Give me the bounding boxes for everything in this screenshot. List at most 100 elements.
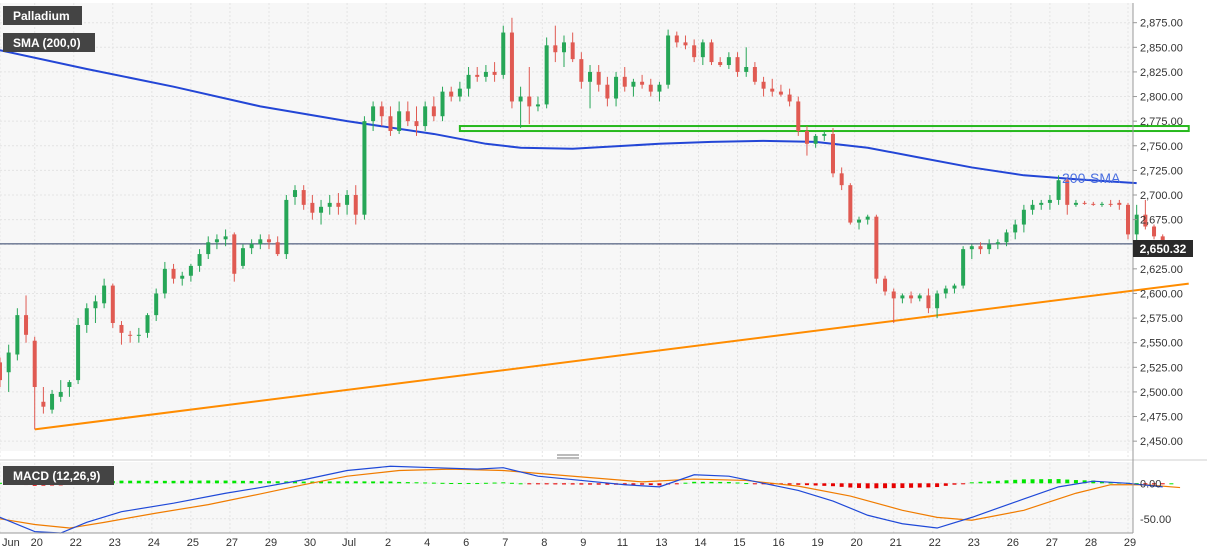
macd-histogram-bar bbox=[1169, 483, 1174, 485]
macd-histogram-bar bbox=[588, 483, 593, 485]
candle-body bbox=[718, 62, 723, 66]
macd-histogram-bar bbox=[692, 481, 697, 484]
candle-body bbox=[822, 133, 827, 136]
y-tick-label: 2,475.00 bbox=[1140, 412, 1183, 424]
macd-histogram-bar bbox=[909, 483, 914, 488]
candle-body bbox=[562, 42, 566, 53]
candle-body bbox=[501, 32, 506, 75]
bearish-candle bbox=[648, 78, 653, 97]
pane-resize-handle-icon[interactable] bbox=[557, 454, 579, 459]
main-plot-area bbox=[0, 3, 1133, 451]
macd-histogram-bar bbox=[544, 483, 549, 485]
bullish-candle bbox=[631, 78, 636, 97]
candle-body bbox=[900, 295, 905, 299]
bearish-candle bbox=[1065, 177, 1070, 215]
current-price-label: 2,650.32 bbox=[1140, 242, 1187, 256]
bullish-candle bbox=[657, 81, 662, 102]
y-tick-label: 2,725.00 bbox=[1140, 165, 1183, 177]
candle-body bbox=[1099, 203, 1104, 205]
bearish-candle bbox=[449, 86, 454, 102]
macd-histogram-bar bbox=[926, 483, 931, 488]
candle-body bbox=[640, 81, 645, 85]
bullish-candle bbox=[544, 37, 549, 109]
candle-body bbox=[726, 57, 731, 66]
macd-histogram-bar bbox=[683, 482, 688, 484]
candle-body bbox=[50, 393, 55, 410]
bullish-candle bbox=[952, 283, 957, 294]
x-tick-label: 20 bbox=[851, 537, 863, 549]
x-tick-label: 25 bbox=[187, 537, 199, 549]
macd-histogram-bar bbox=[136, 480, 141, 484]
candle-body bbox=[544, 45, 549, 105]
bullish-candle bbox=[700, 39, 705, 66]
bullish-candle bbox=[284, 195, 289, 259]
candle-body bbox=[674, 35, 679, 43]
candle-body bbox=[579, 59, 584, 82]
candle-body bbox=[293, 190, 298, 197]
support-trendline bbox=[34, 282, 1189, 431]
y-tick-label: 2,550.00 bbox=[1140, 338, 1183, 350]
macd-histogram-bar bbox=[943, 483, 948, 486]
candle-body bbox=[796, 101, 801, 131]
macd-y-tick-label: 0.00 bbox=[1140, 478, 1161, 490]
bearish-candle bbox=[1152, 224, 1157, 240]
x-tick-label: 23 bbox=[109, 537, 121, 549]
candle-body bbox=[1021, 209, 1026, 225]
bearish-candle bbox=[119, 321, 124, 345]
x-tick-label: 26 bbox=[1007, 537, 1019, 549]
candle-body bbox=[188, 265, 193, 276]
x-tick-label: 19 bbox=[812, 537, 824, 549]
bullish-candle bbox=[1004, 229, 1009, 247]
candle-body bbox=[319, 206, 324, 213]
x-tick-label: 29 bbox=[265, 537, 277, 549]
bullish-candle bbox=[93, 295, 98, 323]
candle-body bbox=[830, 133, 835, 174]
candle-body bbox=[379, 106, 384, 117]
candle-body bbox=[787, 94, 792, 102]
macd-histogram-bar bbox=[674, 483, 679, 485]
macd-histogram-bar bbox=[0, 482, 2, 484]
candle-body bbox=[128, 334, 133, 336]
bearish-candle bbox=[839, 167, 844, 191]
bearish-candle bbox=[24, 295, 29, 343]
x-tick-label: 23 bbox=[968, 537, 980, 549]
candle-body bbox=[457, 88, 462, 97]
macd-histogram-bar bbox=[371, 481, 376, 484]
candle-body bbox=[614, 76, 619, 99]
macd-histogram-bar bbox=[830, 483, 835, 487]
bearish-candle bbox=[32, 336, 37, 430]
bearish-candle bbox=[1091, 201, 1096, 206]
candle-body bbox=[206, 242, 211, 255]
candle-body bbox=[666, 35, 671, 85]
bearish-candle bbox=[848, 183, 853, 225]
x-tick-label: 16 bbox=[772, 537, 784, 549]
candle-body bbox=[527, 96, 532, 107]
bullish-candle bbox=[188, 263, 193, 282]
macd-histogram-bar bbox=[327, 481, 332, 484]
bullish-candle bbox=[258, 234, 263, 250]
macd-histogram-bar bbox=[293, 481, 298, 484]
candle-body bbox=[848, 185, 853, 223]
bullish-candle bbox=[535, 96, 540, 112]
macd-histogram-bar bbox=[1021, 479, 1026, 484]
x-tick-label: 14 bbox=[694, 537, 706, 549]
candle-body bbox=[180, 275, 185, 279]
candle-body bbox=[761, 81, 766, 89]
bearish-candle bbox=[709, 39, 714, 66]
candle-body bbox=[778, 91, 783, 95]
bullish-candle bbox=[1013, 219, 1018, 240]
candle-body bbox=[110, 285, 115, 323]
bullish-candle bbox=[726, 52, 731, 69]
candle-body bbox=[214, 239, 219, 243]
candle-body bbox=[84, 308, 89, 325]
bullish-candle bbox=[1039, 199, 1044, 210]
sma-200-line bbox=[0, 49, 1137, 185]
macd-histogram-bar bbox=[917, 483, 922, 488]
bullish-candle bbox=[371, 101, 376, 131]
candle-body bbox=[770, 88, 775, 92]
macd-signal-line bbox=[0, 468, 1181, 529]
bearish-candle bbox=[622, 67, 627, 92]
bullish-candle bbox=[145, 313, 150, 338]
bullish-candle bbox=[562, 35, 566, 67]
macd-histogram-bar bbox=[900, 483, 905, 489]
